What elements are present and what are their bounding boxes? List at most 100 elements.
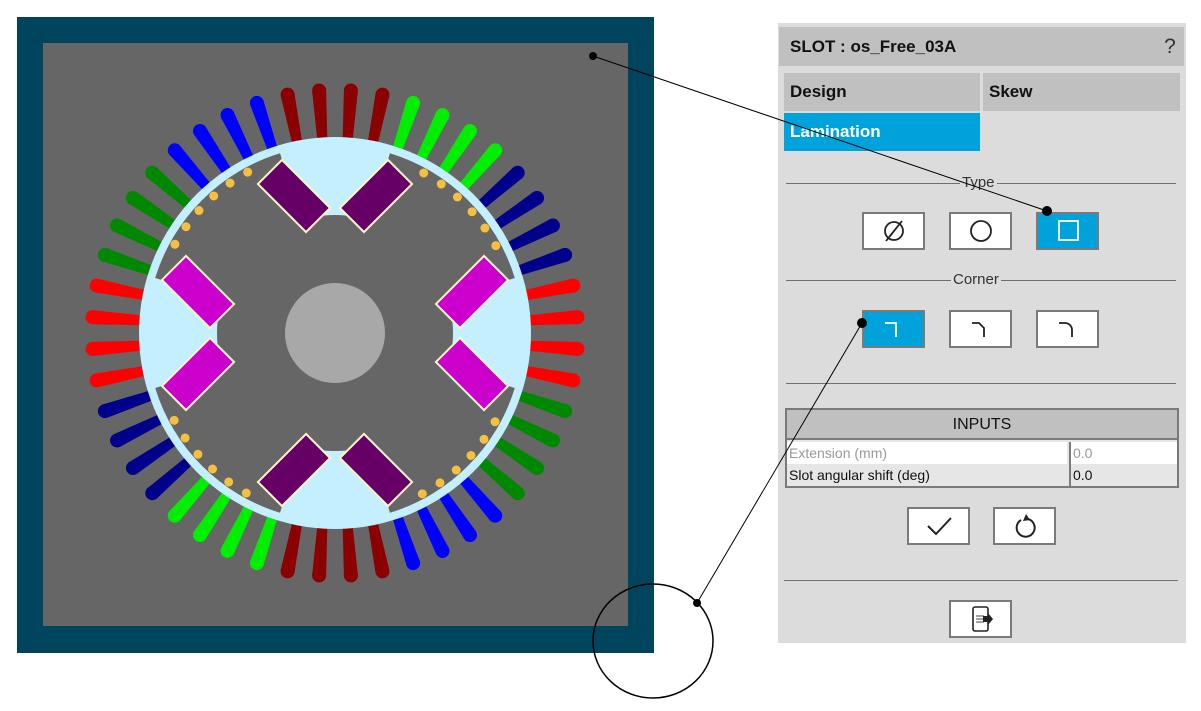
rotor-bar-dot bbox=[452, 192, 462, 202]
tab-skew[interactable]: Skew bbox=[983, 73, 1180, 111]
stator-slot-tip bbox=[558, 404, 573, 419]
circle-icon bbox=[969, 220, 992, 242]
stator-slot bbox=[528, 340, 578, 356]
rotor-bar-dot bbox=[170, 239, 180, 249]
stator-slot-tip bbox=[280, 87, 295, 102]
stator-slot-tip bbox=[249, 95, 264, 110]
rotor-bar-dot bbox=[490, 417, 500, 427]
stator-slot-tip bbox=[85, 310, 100, 325]
stator-slot bbox=[280, 93, 303, 144]
stator-slot bbox=[92, 340, 142, 356]
stator-slot bbox=[438, 491, 476, 539]
stator-slot-tip bbox=[167, 508, 182, 523]
stator-slot-tip bbox=[566, 373, 581, 388]
rotor-bar-dot bbox=[181, 222, 191, 232]
sharp-corner-icon bbox=[884, 322, 897, 337]
stator-slot-tip bbox=[110, 433, 125, 448]
apply-button[interactable] bbox=[907, 507, 970, 545]
stator-slot bbox=[95, 278, 146, 301]
export-icon bbox=[971, 606, 993, 632]
rotor-magnet bbox=[338, 158, 414, 234]
diameter-icon bbox=[883, 220, 904, 242]
stator-slot-tip bbox=[566, 278, 581, 293]
slot-angular-shift-label: Slot angular shift (deg) bbox=[789, 467, 930, 483]
rotor-magnet bbox=[434, 254, 510, 330]
stator-slot bbox=[342, 90, 358, 140]
rotor-bar-dot bbox=[467, 207, 477, 217]
stator-slot-tip bbox=[545, 433, 560, 448]
stator-slot bbox=[147, 167, 193, 209]
stator-slot-tip bbox=[435, 543, 450, 558]
stator-slot-tip bbox=[343, 568, 358, 583]
export-button[interactable] bbox=[949, 600, 1012, 638]
rotor-magnet bbox=[434, 336, 510, 412]
type-square-button[interactable] bbox=[1036, 212, 1099, 250]
tab-lamination[interactable]: Lamination bbox=[784, 113, 980, 151]
rotor-bar-dot bbox=[419, 168, 429, 178]
type-none-button[interactable] bbox=[862, 212, 925, 250]
stator-slot-tip bbox=[85, 341, 100, 356]
stator-slot-tip bbox=[145, 486, 160, 501]
stator-slot bbox=[312, 526, 328, 576]
tab-design[interactable]: Design bbox=[784, 73, 980, 111]
rotor-bar-dot bbox=[209, 191, 219, 201]
stator-slot-tip bbox=[145, 165, 160, 180]
stator-slot bbox=[147, 457, 193, 499]
stator-slot-tip bbox=[545, 218, 560, 233]
stator-slot-tip bbox=[89, 373, 104, 388]
rotor-bar-dot bbox=[417, 489, 427, 499]
rotor-bar-dot bbox=[451, 465, 461, 475]
stator-slot-tip bbox=[530, 190, 545, 205]
stator-slot-tip bbox=[510, 165, 525, 180]
stator-slot bbox=[129, 436, 177, 474]
stator-slot bbox=[459, 145, 501, 191]
stator-slot bbox=[524, 278, 575, 301]
corner-round-button[interactable] bbox=[1036, 310, 1099, 348]
stator-slot-tip bbox=[530, 461, 545, 476]
stator-slot bbox=[250, 515, 278, 566]
stator-slot bbox=[438, 127, 476, 175]
stator-slot-tip bbox=[220, 108, 235, 123]
panel-title: SLOT : os_Free_03A bbox=[779, 27, 1184, 66]
help-button[interactable]: ? bbox=[1164, 35, 1176, 58]
reset-button[interactable] bbox=[993, 507, 1056, 545]
stator-slot-tip bbox=[249, 556, 264, 571]
rotor-bar-dot bbox=[241, 488, 251, 498]
type-label: Type bbox=[960, 174, 997, 191]
stator-slot-tip bbox=[488, 508, 503, 523]
stator-slot bbox=[102, 390, 153, 418]
rotor-bar-dot bbox=[169, 415, 179, 425]
slot-angular-shift-input[interactable]: 0.0 bbox=[1069, 464, 1177, 486]
stator-slot bbox=[477, 167, 523, 209]
stator-slot-tip bbox=[192, 123, 207, 138]
rotor-magnet bbox=[338, 432, 414, 508]
stator-slot bbox=[416, 111, 449, 162]
stator-slot-tip bbox=[192, 528, 207, 543]
corner-sharp-button[interactable] bbox=[862, 310, 925, 348]
stator-slot bbox=[517, 248, 568, 276]
stator-slot-tip bbox=[110, 218, 125, 233]
stator-slot-tip bbox=[280, 564, 295, 579]
stator-slot-tip bbox=[97, 404, 112, 419]
stator-slot-tip bbox=[125, 190, 140, 205]
stator-slot-tip bbox=[312, 83, 327, 98]
corner-chamfer-button[interactable] bbox=[949, 310, 1012, 348]
round-corner-icon bbox=[1058, 322, 1073, 337]
rotor-magnet bbox=[256, 158, 332, 234]
chamfer-corner-icon bbox=[971, 322, 985, 337]
rotor-bar-dot bbox=[193, 449, 203, 459]
stator-slot-tip bbox=[570, 341, 585, 356]
stator-slot bbox=[367, 522, 390, 573]
stator-slot-tip bbox=[488, 143, 503, 158]
stator-slot bbox=[92, 310, 142, 326]
stator-slot bbox=[169, 145, 211, 191]
stator-slot-tip bbox=[89, 278, 104, 293]
extension-label: Extension (mm) bbox=[787, 442, 1067, 464]
extension-input[interactable]: 0.0 bbox=[1069, 442, 1177, 464]
type-circle-button[interactable] bbox=[949, 212, 1012, 250]
rotor-bar-dot bbox=[243, 167, 253, 177]
stator-slot bbox=[392, 515, 420, 566]
stator-slot bbox=[280, 522, 303, 573]
stator-slot-tip bbox=[463, 528, 478, 543]
